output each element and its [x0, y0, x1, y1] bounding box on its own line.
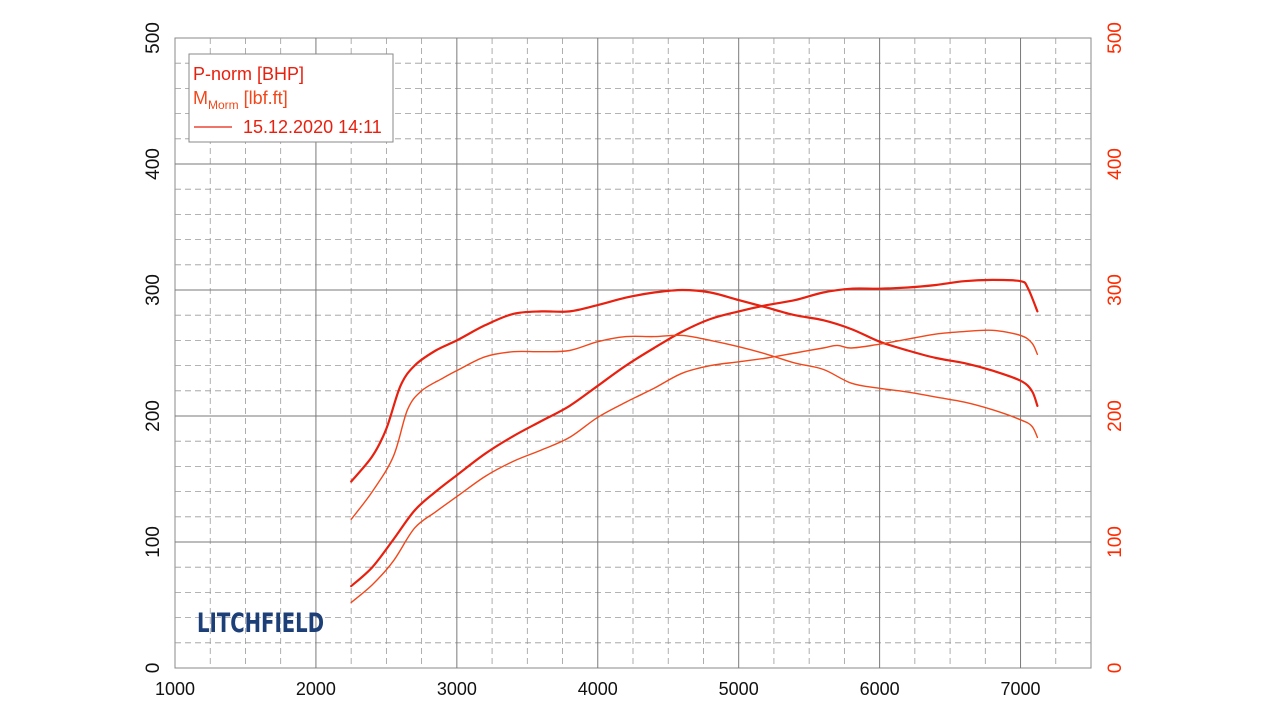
legend-torque-unit: [lbf.ft]	[239, 88, 288, 108]
x-tick-label: 7000	[1001, 679, 1041, 699]
y-tick-label-right: 0	[1105, 663, 1126, 674]
y-tick-label-right: 400	[1105, 148, 1126, 180]
minor-gridlines	[175, 38, 1091, 668]
y-tick-label-left: 400	[143, 148, 164, 180]
litchfield-logo: LITCHFIELD	[197, 608, 324, 639]
y-tick-label-left: 100	[143, 526, 164, 558]
x-tick-label: 3000	[437, 679, 477, 699]
y-tick-label-right: 300	[1105, 274, 1126, 306]
y-tick-label-left: 300	[143, 274, 164, 306]
legend-date-label: 15.12.2020 14:11	[243, 117, 382, 137]
series-line-4	[350, 334, 1039, 520]
axis-ticks: 1000 2000 3000 4000 5000 6000 7000010020030040…	[143, 22, 1126, 699]
major-gridlines	[175, 38, 1091, 668]
legend-torque-label: MMorm [lbf.ft]	[193, 88, 288, 112]
legend-power-label: P-norm [BHP]	[193, 64, 304, 84]
series-line-3	[350, 329, 1039, 604]
x-tick-label: 4000	[578, 679, 618, 699]
y-tick-label-left: 500	[143, 22, 164, 54]
legend: P-norm [BHP] MMorm [lbf.ft] 15.12.2020 1…	[188, 53, 394, 143]
series-line-2	[350, 288, 1039, 483]
x-tick-label: 1000	[155, 679, 195, 699]
y-tick-label-right: 200	[1105, 400, 1126, 432]
legend-torque-main: M	[193, 88, 208, 108]
y-tick-label-left: 200	[143, 400, 164, 432]
x-tick-label: 5000	[719, 679, 759, 699]
y-tick-label-right: 500	[1105, 22, 1126, 54]
y-tick-label-right: 100	[1105, 526, 1126, 558]
x-tick-label: 2000	[296, 679, 336, 699]
legend-torque-sub: Morm	[208, 98, 239, 112]
x-tick-label: 6000	[860, 679, 900, 699]
series-lines	[350, 278, 1039, 604]
series-line-1	[350, 278, 1039, 588]
y-tick-label-left: 0	[143, 663, 164, 674]
